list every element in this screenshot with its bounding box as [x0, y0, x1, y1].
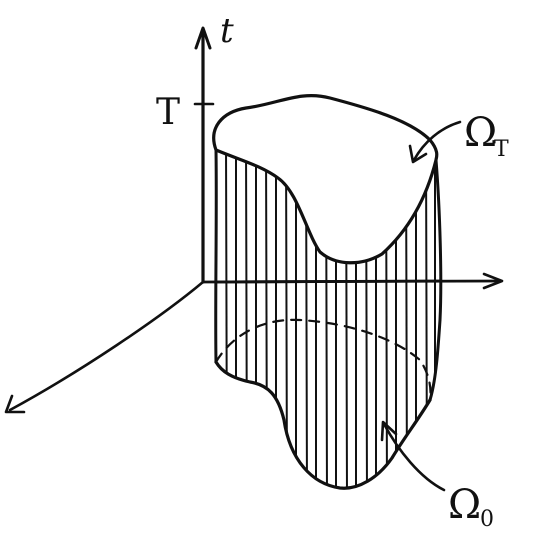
- cylinder-outline: [212, 93, 443, 490]
- bottom-surface-front-edge: [214, 360, 432, 490]
- t-axis-arrowhead: [194, 26, 212, 50]
- label-leaders: [380, 120, 462, 492]
- cylinder-wall-hatching: [225, 150, 436, 489]
- final-time-label: T: [156, 92, 180, 133]
- t-axis-label: t: [220, 11, 234, 51]
- bottom-surface-label-subscript: 0: [480, 507, 494, 532]
- bottom-surface-leader-arrowhead: [380, 420, 398, 442]
- bottom-surface-hidden-edge: [214, 318, 432, 402]
- top-surface-leader-arrowhead: [408, 144, 428, 164]
- horizontal-axis-arrowhead: [482, 272, 504, 290]
- coordinate-axes: [4, 26, 504, 414]
- horizontal-axis-front: [214, 279, 442, 284]
- diagonal-axis: [8, 280, 205, 412]
- top-surface-label-subscript: T: [494, 137, 509, 162]
- cylinder-left-wall: [214, 148, 218, 364]
- bottom-surface-label: Ω: [448, 482, 481, 528]
- top-surface-label: Ω: [464, 110, 497, 156]
- diagonal-axis-arrowhead: [4, 394, 26, 414]
- top-surface-leader-arrow: [412, 120, 462, 162]
- cylinder-right-wall: [428, 158, 443, 402]
- bottom-surface-leader-arrow: [382, 422, 446, 492]
